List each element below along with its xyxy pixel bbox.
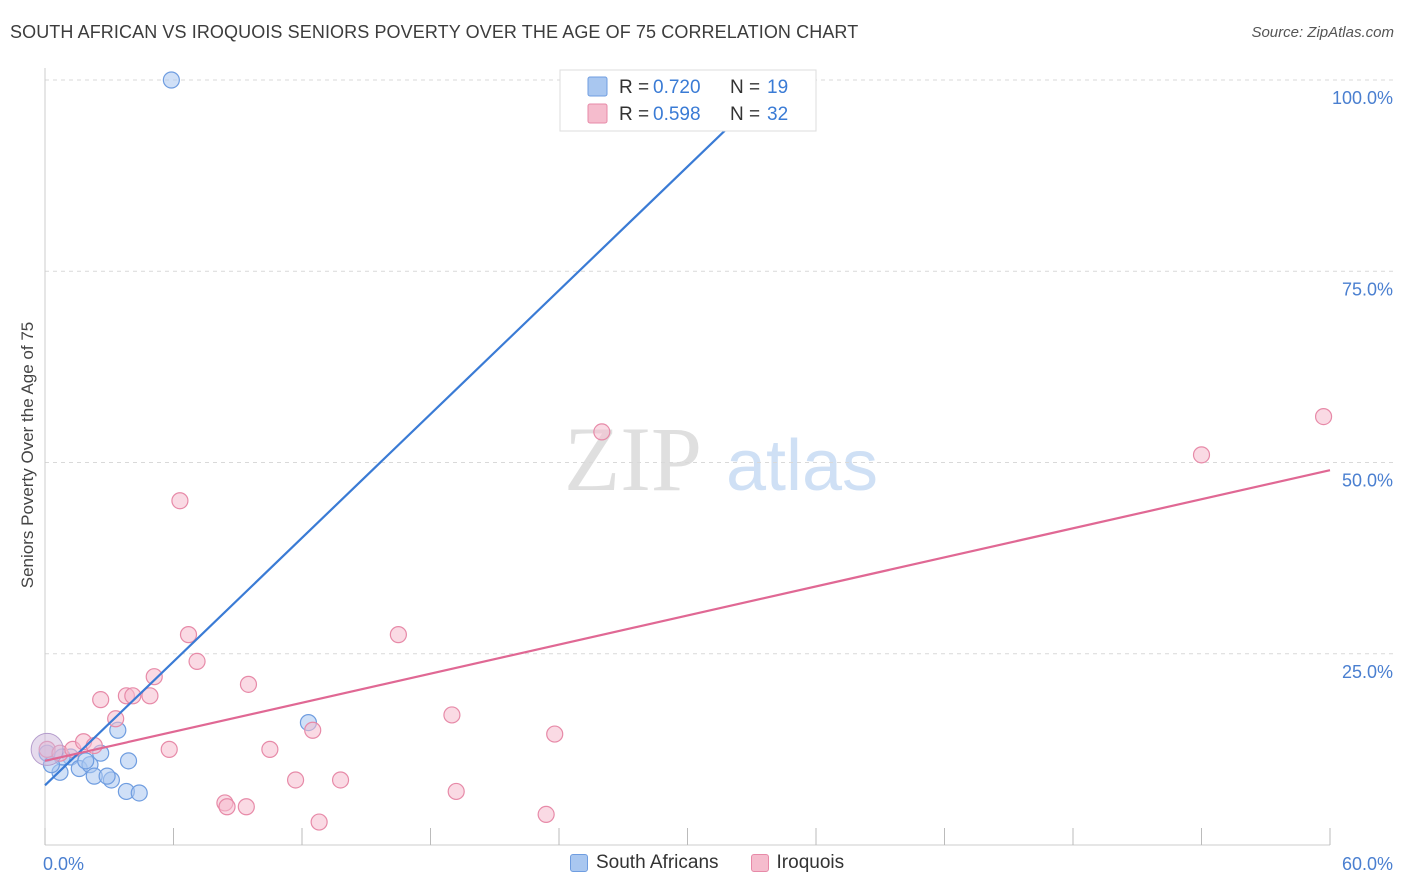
y-tick-label-3: 25.0% bbox=[1342, 662, 1393, 682]
series-legend: South Africans Iroquois bbox=[570, 852, 876, 874]
legend-swatch-pink bbox=[587, 103, 608, 124]
legend-n-value-blue: 19 bbox=[767, 77, 788, 98]
iroquois-point-23 bbox=[331, 771, 350, 789]
y-tick-label-2: 50.0% bbox=[1342, 471, 1393, 491]
axes bbox=[44, 68, 1331, 846]
iroquois-point-26 bbox=[447, 782, 465, 801]
iroquois-point-8 bbox=[124, 687, 142, 705]
legend-n-label-pink: N = bbox=[730, 104, 760, 125]
iroquois-point-19 bbox=[261, 740, 279, 758]
watermark-zip: ZIP bbox=[564, 408, 702, 510]
iroquois-point-14 bbox=[188, 652, 206, 671]
iroquois-point-11 bbox=[160, 740, 178, 758]
south-africans-point-18 bbox=[98, 767, 116, 785]
cluster-point bbox=[30, 732, 64, 766]
tick-labels: 100.0% 75.0% 50.0% 25.0% 0.0% 60.0% bbox=[43, 88, 1393, 874]
iroquois-point-25 bbox=[443, 706, 461, 724]
legend-item-south-africans[interactable]: South Africans bbox=[570, 852, 719, 874]
legend-r-label-blue: R = bbox=[619, 77, 649, 98]
iroquois-point-5 bbox=[92, 691, 110, 709]
iroquois-point-21 bbox=[304, 721, 322, 739]
trend-lines bbox=[44, 79, 1331, 787]
legend-swatch-blue bbox=[587, 76, 608, 97]
south-africans-point-17 bbox=[77, 752, 95, 770]
south-africans-point-12 bbox=[162, 71, 180, 89]
grid-lines bbox=[45, 79, 1395, 655]
south-africans-trend-line bbox=[44, 79, 779, 787]
iroquois-point-16 bbox=[218, 798, 236, 816]
watermark-atlas: atlas bbox=[726, 426, 878, 506]
x-tick-label-max: 60.0% bbox=[1342, 854, 1393, 874]
iroquois-point-30 bbox=[1192, 446, 1211, 464]
iroquois-point-28 bbox=[546, 725, 564, 743]
legend-r-value-blue: 0.720 bbox=[653, 77, 701, 98]
legend-n-value-pink: 32 bbox=[767, 104, 788, 125]
south-africans-point-10 bbox=[119, 752, 138, 770]
iroquois-point-10 bbox=[145, 668, 163, 686]
x-tick-label-min: 0.0% bbox=[43, 854, 84, 874]
iroquois-point-17 bbox=[237, 798, 255, 816]
iroquois-point-29 bbox=[593, 423, 611, 441]
iroquois-point-31 bbox=[1314, 408, 1333, 426]
iroquois-point-13 bbox=[179, 626, 198, 644]
legend-label-iroquois: Iroquois bbox=[776, 852, 845, 873]
legend-r-value-pink: 0.598 bbox=[653, 104, 701, 125]
legend-label-south-africans: South Africans bbox=[596, 852, 719, 873]
iroquois-point-20 bbox=[286, 771, 305, 789]
source-credit: Source: ZipAtlas.com bbox=[1251, 24, 1394, 41]
legend-n-label-blue: N = bbox=[730, 77, 760, 98]
iroquois-point-12 bbox=[171, 492, 189, 510]
stats-legend: R = 0.720 N = 19 R = 0.598 N = 32 bbox=[559, 69, 817, 132]
y-tick-label-1: 75.0% bbox=[1342, 279, 1393, 299]
south-africans-point-11 bbox=[130, 784, 148, 802]
legend-swatch-south-africans bbox=[570, 854, 588, 872]
y-tick-label-0: 100.0% bbox=[1332, 88, 1393, 108]
iroquois-point-27 bbox=[537, 805, 555, 824]
legend-r-label-pink: R = bbox=[619, 104, 649, 125]
legend-swatch-iroquois bbox=[750, 854, 769, 872]
iroquois-point-22 bbox=[310, 813, 328, 831]
legend-item-iroquois[interactable]: Iroquois bbox=[750, 852, 845, 874]
iroquois-point-18 bbox=[239, 675, 258, 693]
iroquois-trend-line bbox=[44, 469, 1331, 762]
iroquois-point-9 bbox=[141, 687, 159, 705]
chart-title: SOUTH AFRICAN VS IROQUOIS SENIORS POVERT… bbox=[10, 22, 859, 42]
iroquois-point-24 bbox=[389, 626, 407, 644]
